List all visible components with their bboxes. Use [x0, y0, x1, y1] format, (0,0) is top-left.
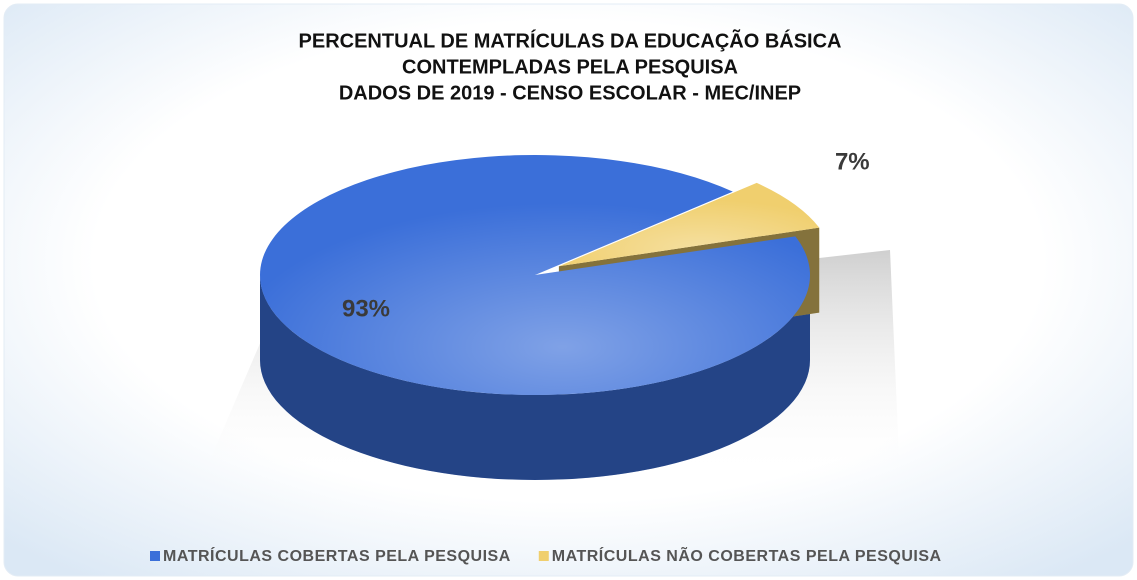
legend-swatch: [538, 551, 549, 561]
legend-label: MATRÍCULAS COBERTAS PELA PESQUISA: [163, 546, 511, 565]
slice-shine: [558, 182, 820, 267]
pie: 93% 7%: [260, 148, 870, 480]
legend: MATRÍCULAS COBERTAS PELA PESQUISA MATRÍCU…: [150, 545, 942, 565]
legend-swatch: [150, 551, 160, 561]
legend-label: MATRÍCULAS NÃO COBERTAS PELA PESQUISA: [552, 545, 942, 565]
title: PERCENTUAL DE MATRÍCULAS DA EDUCAÇÃO BÁS…: [299, 29, 842, 104]
data-label: 93%: [342, 295, 390, 322]
title-line: CONTEMPLADAS PELA PESQUISA: [402, 56, 738, 78]
title-line: PERCENTUAL DE MATRÍCULAS DA EDUCAÇÃO BÁS…: [299, 29, 842, 52]
data-label: 7%: [835, 148, 870, 175]
slice-side: [260, 275, 810, 480]
title-line: DADOS DE 2019 - CENSO ESCOLAR - MEC/INEP: [339, 82, 801, 104]
slice-side: [260, 275, 810, 480]
slice-shine: [260, 155, 810, 396]
